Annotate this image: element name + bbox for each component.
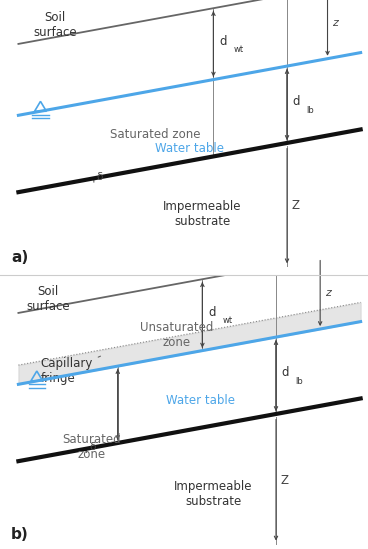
Text: wt: wt <box>223 316 233 325</box>
Text: Unsaturated
zone: Unsaturated zone <box>140 321 213 349</box>
Text: lb: lb <box>306 105 314 115</box>
Text: a): a) <box>11 250 28 265</box>
Text: b): b) <box>11 528 29 542</box>
Text: lb: lb <box>295 377 303 385</box>
Text: z: z <box>325 288 330 298</box>
Text: Soil
surface: Soil surface <box>26 285 70 313</box>
Text: Saturated zone: Saturated zone <box>110 128 201 141</box>
Text: d: d <box>293 96 300 108</box>
Text: d: d <box>219 35 226 48</box>
Text: Water table: Water table <box>155 142 224 155</box>
Text: z: z <box>332 18 338 28</box>
Text: δ: δ <box>89 442 95 452</box>
Text: Soil
surface: Soil surface <box>33 10 77 39</box>
Text: Impermeable
substrate: Impermeable substrate <box>163 200 242 228</box>
Text: Z: Z <box>280 474 289 486</box>
Text: Impermeable
substrate: Impermeable substrate <box>174 480 253 508</box>
Text: Z: Z <box>291 199 300 212</box>
Text: wt: wt <box>234 45 244 54</box>
Text: d: d <box>208 306 215 318</box>
Text: Water table: Water table <box>166 394 235 407</box>
Text: Capillary
fringe: Capillary fringe <box>40 356 100 384</box>
Text: δ: δ <box>96 172 103 182</box>
Text: d: d <box>282 366 289 379</box>
Text: Saturated
zone: Saturated zone <box>63 433 121 462</box>
